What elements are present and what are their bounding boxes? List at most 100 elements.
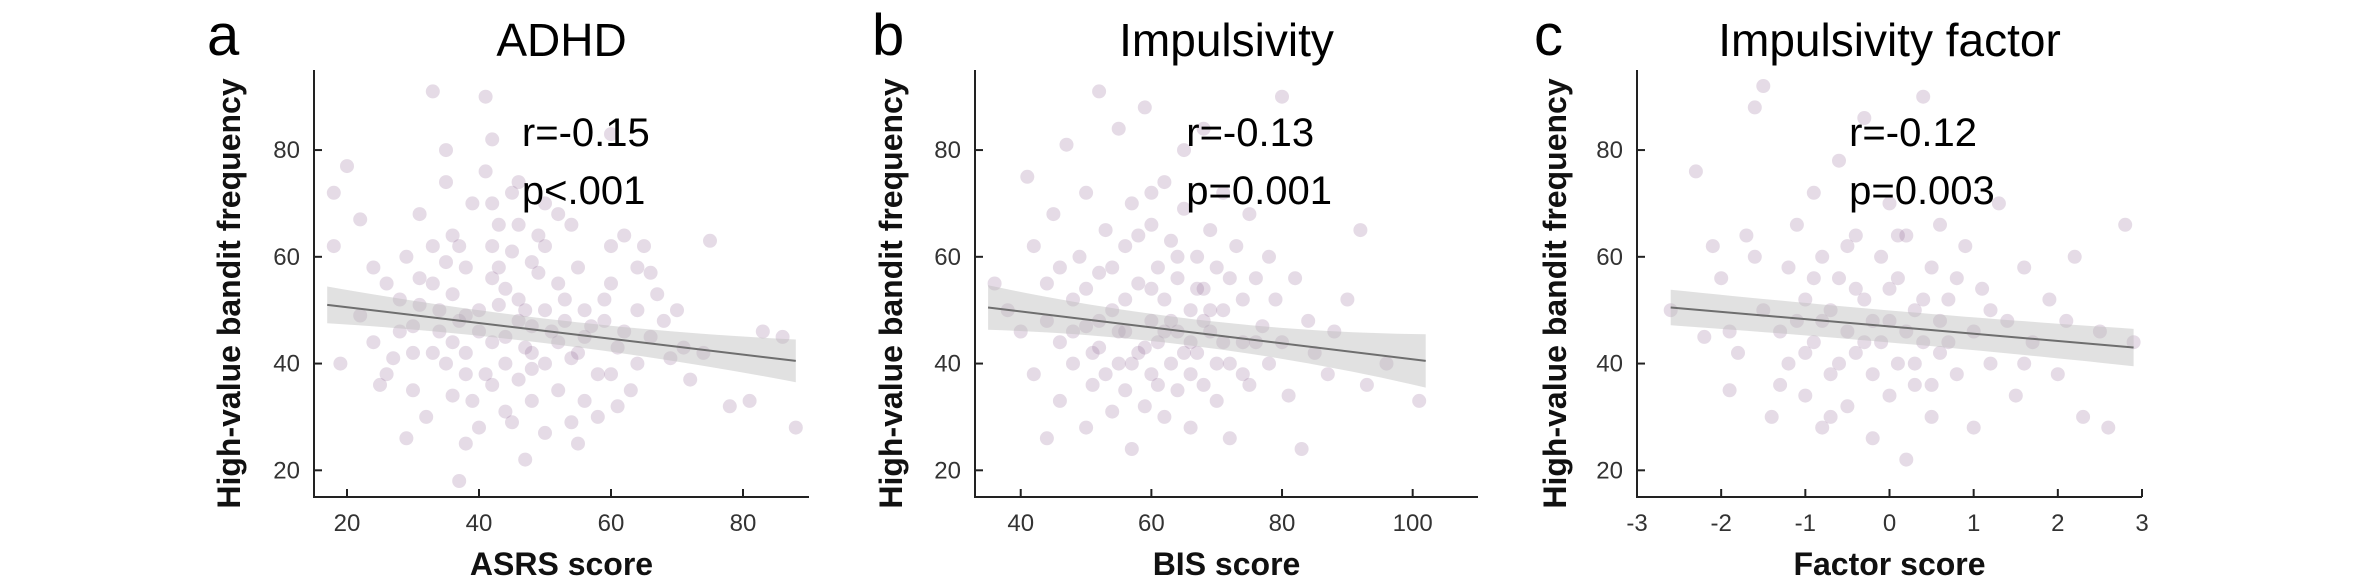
data-point	[538, 356, 552, 371]
data-point	[1764, 409, 1779, 424]
data-point	[604, 239, 618, 254]
data-point	[2008, 388, 2023, 403]
p-value: p<.001	[522, 169, 645, 213]
x-tick-label: 20	[334, 510, 361, 537]
data-point	[1242, 207, 1257, 222]
data-point	[637, 239, 651, 254]
data-point	[386, 351, 401, 366]
data-point	[1203, 303, 1218, 318]
data-point	[498, 281, 513, 296]
data-point	[2126, 335, 2141, 350]
y-tick-label: 20	[1596, 457, 1623, 484]
data-point	[590, 367, 605, 382]
data-point	[1941, 292, 1956, 307]
chart-panel-c: -3 -2 -1 0 1 2 3 20 40 60 80 Factor score High-value…	[1534, 3, 2149, 582]
data-point	[1183, 335, 1198, 350]
data-point	[1268, 292, 1283, 307]
panel-title: ADHD	[496, 14, 626, 66]
data-point	[1874, 335, 1889, 350]
data-point	[1688, 164, 1703, 179]
data-point	[373, 377, 387, 392]
data-point	[458, 260, 473, 275]
data-point	[623, 383, 638, 398]
data-point	[1124, 196, 1139, 211]
data-point	[445, 228, 460, 243]
data-point	[1196, 377, 1211, 392]
data-point	[617, 228, 632, 243]
data-point	[1079, 185, 1094, 200]
data-point	[551, 207, 566, 222]
data-point	[1815, 249, 1830, 264]
data-point	[538, 425, 552, 440]
data-point	[1353, 223, 1368, 238]
data-point	[511, 313, 526, 328]
data-point	[1823, 367, 1838, 382]
data-point	[1216, 303, 1231, 318]
data-point	[1248, 335, 1263, 350]
data-point	[1882, 313, 1897, 328]
data-point	[1137, 399, 1152, 414]
data-point	[511, 292, 526, 307]
data-point	[1832, 271, 1846, 286]
data-point	[1111, 324, 1126, 339]
data-point	[577, 303, 592, 318]
data-point	[1144, 367, 1159, 382]
data-point	[425, 276, 440, 291]
data-point	[1848, 228, 1863, 243]
data-point	[788, 420, 803, 435]
chart-panel-b: 40 60 80 100 20 40 60 80 BIS score High-value ban…	[872, 3, 1478, 582]
data-point	[643, 329, 658, 344]
data-point	[722, 399, 737, 414]
data-point	[1806, 185, 1821, 200]
data-point	[1157, 175, 1172, 190]
x-tick-label: -2	[1710, 510, 1731, 537]
data-point	[472, 324, 486, 339]
data-point	[1046, 207, 1061, 222]
data-point	[571, 345, 585, 360]
data-point	[333, 356, 348, 371]
data-point	[1890, 356, 1905, 371]
data-point	[379, 367, 394, 382]
data-point	[1890, 228, 1905, 243]
axis-lines	[313, 70, 809, 498]
data-point	[1105, 260, 1120, 275]
data-point	[326, 239, 341, 254]
data-point	[1196, 281, 1211, 296]
data-point	[1747, 249, 1762, 264]
data-point	[2017, 356, 2032, 371]
data-point	[584, 319, 599, 334]
data-point	[511, 175, 526, 190]
data-point	[1196, 121, 1211, 136]
data-point	[406, 319, 420, 334]
data-point	[1697, 329, 1712, 344]
data-point	[577, 329, 592, 344]
data-point	[1294, 442, 1309, 456]
x-tick-label: 100	[1393, 510, 1433, 537]
y-tick-label: 20	[934, 457, 961, 484]
data-point	[1111, 356, 1126, 371]
data-point	[1052, 393, 1067, 408]
data-point	[340, 159, 354, 174]
data-point	[1216, 185, 1231, 200]
data-point	[1150, 260, 1165, 275]
data-point	[353, 308, 368, 323]
data-point	[472, 303, 486, 318]
data-point	[1983, 356, 1998, 371]
data-point	[432, 303, 447, 318]
data-point	[1222, 431, 1237, 446]
data-point	[1848, 345, 1863, 360]
data-point	[1832, 356, 1846, 371]
data-point	[1222, 356, 1237, 371]
y-tick-label: 40	[1596, 351, 1623, 378]
data-point	[425, 84, 440, 99]
data-point	[498, 404, 513, 419]
data-point	[505, 415, 519, 430]
data-point	[406, 345, 420, 360]
data-point	[557, 313, 572, 328]
data-point	[2092, 324, 2107, 339]
data-point	[703, 233, 717, 248]
data-point	[617, 324, 632, 339]
data-point	[439, 143, 453, 158]
data-point	[1275, 335, 1289, 350]
y-tick-label: 80	[934, 137, 961, 164]
